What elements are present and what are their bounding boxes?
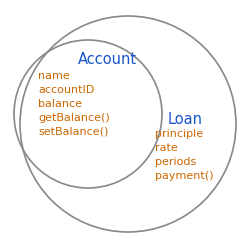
Text: principle: principle	[155, 129, 203, 139]
Text: name: name	[38, 71, 70, 81]
Text: Loan: Loan	[168, 113, 203, 128]
Text: rate: rate	[155, 143, 178, 153]
Text: payment(): payment()	[155, 171, 213, 181]
Text: balance: balance	[38, 99, 82, 109]
Text: accountID: accountID	[38, 85, 94, 95]
Text: setBalance(): setBalance()	[38, 127, 108, 137]
Text: Account: Account	[78, 52, 137, 67]
Text: getBalance(): getBalance()	[38, 113, 110, 123]
Text: periods: periods	[155, 157, 196, 167]
